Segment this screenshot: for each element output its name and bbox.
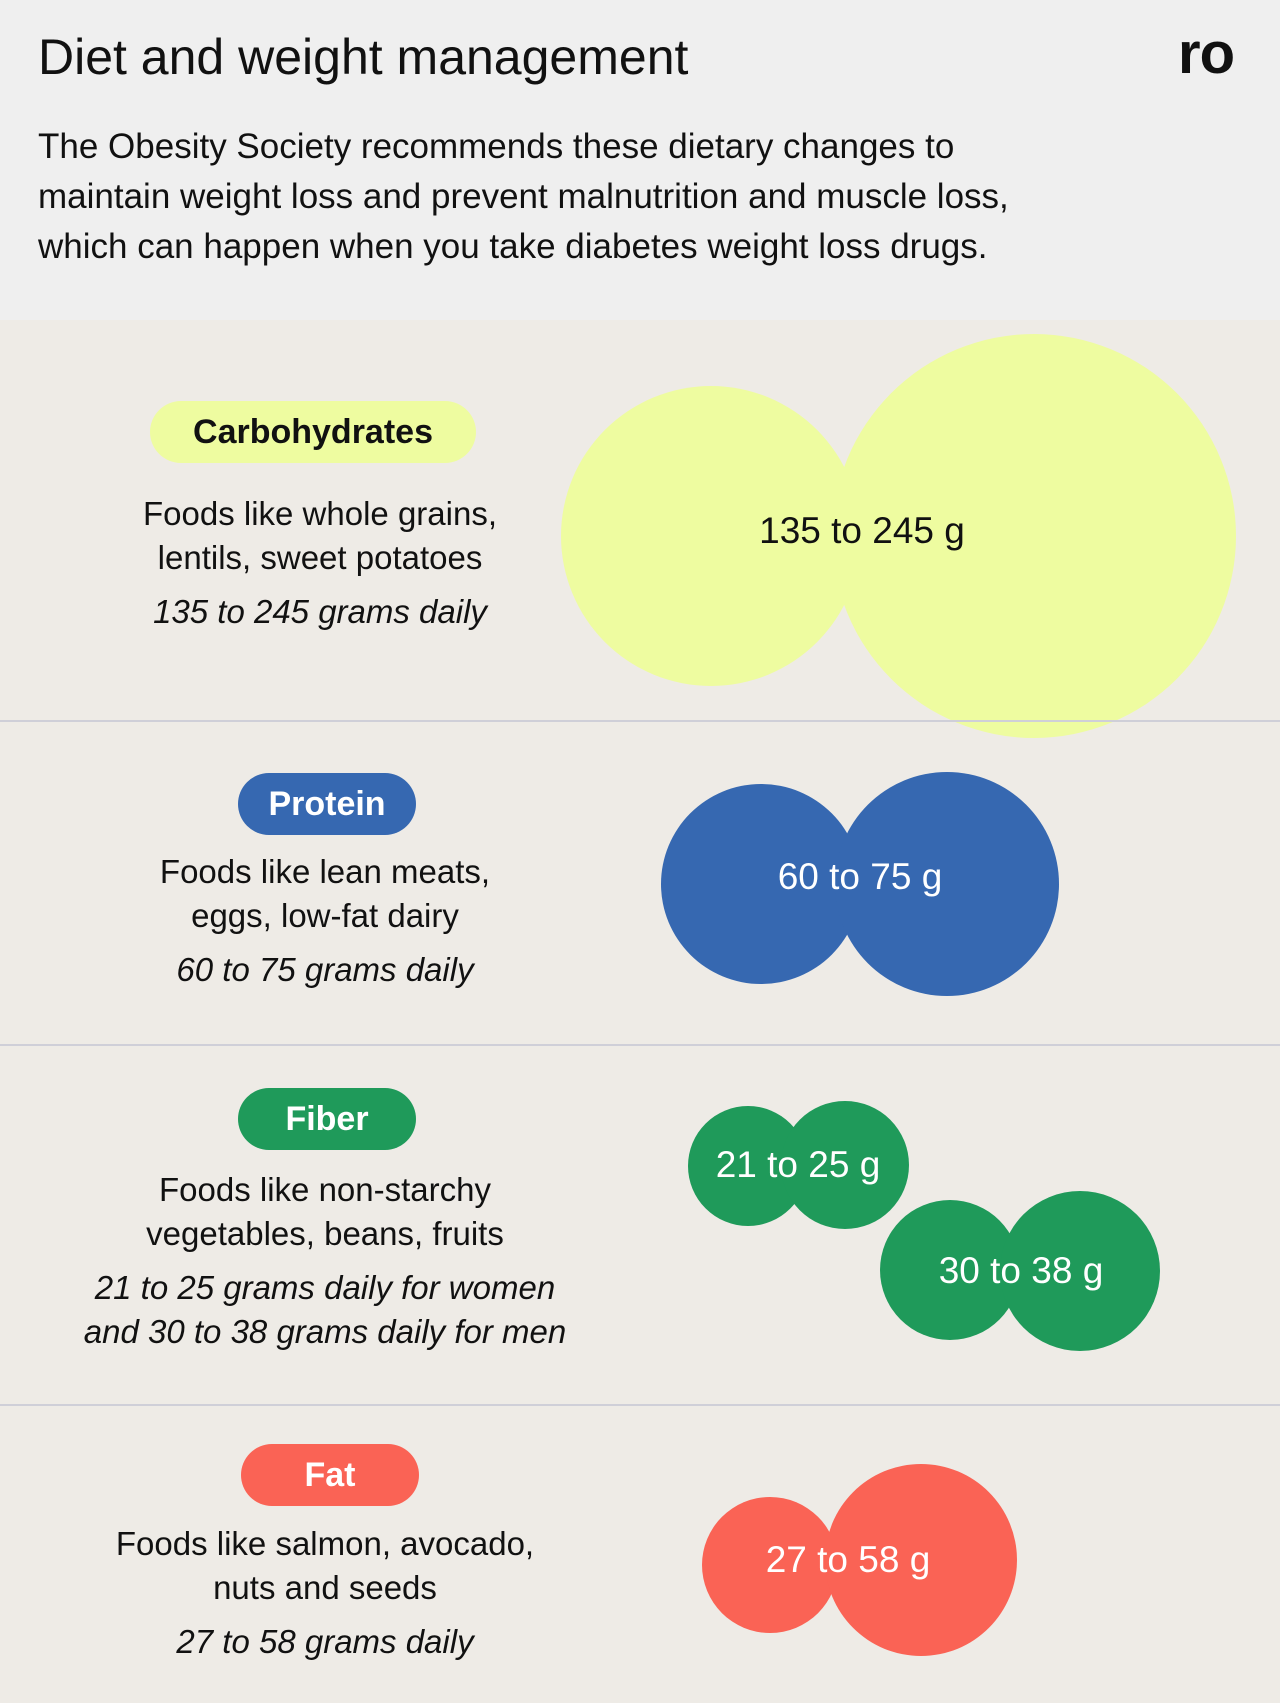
fiber-men-bubble-right [1000,1191,1160,1351]
intro-text: The Obesity Society recommends these die… [38,122,1218,272]
section-divider [0,1044,1280,1046]
protein-label: Protein [238,773,416,835]
fat-bubble-label: 27 to 58 g [765,1539,931,1580]
amount-line: 60 to 75 grams daily [176,951,474,988]
fat-bubble-right [825,1464,1017,1656]
fat-bubble-left [702,1497,838,1633]
carbohydrates-bubble-left [561,386,861,686]
description-line: eggs, low-fat dairy [191,897,459,934]
protein-bubble-right [835,772,1059,996]
amount-line: 135 to 245 grams daily [153,593,487,630]
description-line: Foods like whole grains, [142,495,497,532]
fat-description: Foods like salmon, avocado, nuts and see… [60,1522,590,1664]
amount-line: 27 to 58 grams daily [176,1623,474,1660]
header: Diet and weight management ro The Obesit… [0,0,1280,320]
carbohydrates-description: Foods like whole grains, lentils, sweet … [60,492,580,634]
protein-bubble-label: 60 to 75 g [777,856,943,897]
ro-logo: ro [1178,21,1235,86]
intro-line: which can happen when you take diabetes … [38,227,988,266]
fiber-label: Fiber [238,1088,416,1150]
description-line: lentils, sweet potatoes [157,539,483,576]
description-line: nuts and seeds [213,1569,437,1606]
section-divider [0,720,1280,722]
amount-line: and 30 to 38 grams daily for men [83,1313,567,1350]
description-line: Foods like non-starchy [159,1171,491,1208]
protein-description: Foods like lean meats, eggs, low-fat dai… [60,850,590,992]
carbohydrates-bubble-label: 135 to 245 g [759,510,965,551]
amount-line: 21 to 25 grams daily for women [94,1269,556,1306]
page-title: Diet and weight management [38,29,689,85]
fiber-women-bubble-right [781,1101,909,1229]
fiber-men-bubble-left [880,1200,1020,1340]
carbohydrates-label: Carbohydrates [150,401,476,463]
fat-label: Fat [241,1444,419,1506]
fiber-women-bubble-label: 21 to 25 g [715,1144,881,1185]
description-line: Foods like lean meats, [159,853,491,890]
fiber-men-bubble-label: 30 to 38 g [938,1250,1104,1291]
intro-line: maintain weight loss and prevent malnutr… [38,177,1009,216]
description-line: Foods like salmon, avocado, [115,1525,535,1562]
protein-bubble-left [661,784,861,984]
fiber-description: Foods like non-starchy vegetables, beans… [20,1168,630,1354]
carbohydrates-bubble-right [832,334,1236,738]
section-divider [0,1404,1280,1406]
description-line: vegetables, beans, fruits [146,1215,504,1252]
intro-line: The Obesity Society recommends these die… [38,127,955,166]
